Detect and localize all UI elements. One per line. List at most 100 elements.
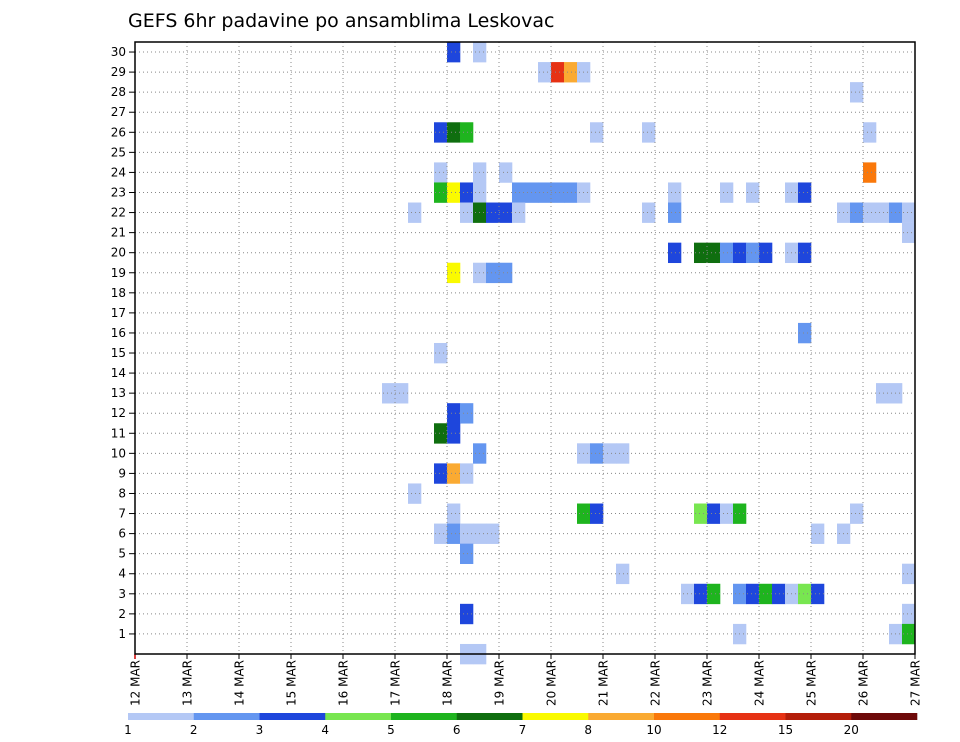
- colorbar-swatch: [193, 713, 260, 720]
- heatmap-cell: [863, 202, 877, 223]
- colorbar-swatch: [456, 713, 523, 720]
- heatmap-cell: [499, 162, 513, 183]
- y-tick-label: 23: [111, 185, 126, 199]
- x-tick-label: 26 MAR: [857, 660, 871, 706]
- y-tick-label: 12: [111, 406, 126, 420]
- y-tick-label: 1: [118, 627, 126, 641]
- colorbar-swatch: [588, 713, 655, 720]
- heatmap-cell: [720, 242, 734, 264]
- y-tick-label: 15: [111, 346, 126, 360]
- heatmap-cell: [707, 583, 721, 605]
- heatmap-cell: [798, 242, 812, 264]
- x-tick-label: 14 MAR: [233, 660, 247, 706]
- heatmap-cell: [850, 82, 864, 103]
- y-tick-label: 4: [118, 567, 126, 581]
- y-tick-label: 3: [118, 587, 126, 601]
- heatmap-cell: [499, 262, 513, 284]
- colorbar-label: 8: [584, 723, 592, 737]
- heatmap-cell: [902, 202, 916, 223]
- y-tick-label: 30: [111, 45, 126, 59]
- heatmap-cell: [876, 202, 890, 223]
- heatmap-cell: [447, 463, 461, 484]
- heatmap-cell: [668, 202, 682, 223]
- colorbar-label: 10: [646, 723, 661, 737]
- colorbar-label: 3: [256, 723, 264, 737]
- chart-title: GEFS 6hr padavine po ansamblima Leskovac: [128, 10, 555, 32]
- colorbar-swatch: [522, 713, 589, 720]
- x-tick-label: 19 MAR: [493, 660, 507, 706]
- colorbar-label: 6: [453, 723, 461, 737]
- y-tick-label: 22: [111, 206, 126, 220]
- heatmap-cell: [447, 122, 461, 143]
- heatmap-cell: [486, 523, 500, 544]
- heatmap-cell: [668, 182, 682, 203]
- heatmap-cell: [863, 122, 877, 143]
- cells-layer: [382, 42, 916, 665]
- colorbar-swatch: [654, 713, 721, 720]
- colorbar: 1 2 3 4 5 6 7 8 10 12 15 20: [124, 713, 918, 737]
- heatmap-cell: [759, 583, 773, 605]
- plot-frame: [134, 41, 916, 655]
- y-tick-label: 24: [111, 165, 126, 179]
- x-tick-label: 23 MAR: [701, 660, 715, 706]
- heatmap-cell: [447, 423, 461, 444]
- y-tick-label: 11: [111, 426, 126, 440]
- heatmap-cell: [590, 503, 604, 524]
- heatmap-cell: [616, 563, 630, 585]
- heatmap-cell: [759, 242, 773, 264]
- heatmap-cell: [902, 563, 916, 585]
- x-tick-label: 18 MAR: [441, 660, 455, 706]
- heatmap-cell: [772, 583, 786, 605]
- heatmap-cell: [499, 202, 513, 223]
- heatmap-cell: [564, 182, 578, 203]
- colorbar-swatch: [785, 713, 852, 720]
- heatmap-cell: [447, 503, 461, 524]
- heatmap-cell: [850, 503, 864, 524]
- heatmap-cell: [707, 503, 721, 524]
- heatmap-cell: [538, 182, 552, 203]
- x-tick-label: 20 MAR: [545, 660, 559, 706]
- heatmap-cell: [460, 523, 474, 544]
- heatmap-cell: [876, 383, 890, 404]
- y-tick-label: 19: [111, 266, 126, 280]
- x-tick-label: 22 MAR: [649, 660, 663, 706]
- heatmap-cell: [460, 463, 474, 484]
- y-tick-label: 7: [118, 507, 126, 521]
- heatmap-cell: [460, 122, 474, 143]
- heatmap-cell: [486, 262, 500, 284]
- heatmap-cell: [902, 623, 916, 645]
- heatmap-cell: [434, 463, 448, 484]
- grid-layer: [135, 42, 915, 654]
- heatmap-cell: [902, 603, 916, 625]
- heatmap-cell: [720, 182, 734, 203]
- colorbar-swatch: [325, 713, 392, 720]
- heatmap-cell: [707, 242, 721, 264]
- heatmap-cell: [590, 443, 604, 464]
- heatmap-cell: [460, 202, 474, 223]
- heatmap-cell: [668, 242, 682, 264]
- y-tick-label: 27: [111, 105, 126, 119]
- heatmap-cell: [616, 443, 630, 464]
- heatmap-cell: [811, 523, 825, 544]
- colorbar-label: 4: [321, 723, 329, 737]
- heatmap-cell: [746, 583, 760, 605]
- y-tick-label: 28: [111, 85, 126, 99]
- heatmap-cell: [395, 383, 409, 404]
- heatmap-cell: [408, 202, 422, 223]
- x-tick-label: 21 MAR: [597, 660, 611, 706]
- x-tick-label: 13 MAR: [181, 660, 195, 706]
- heatmap-cell: [720, 503, 734, 524]
- y-tick-label: 16: [111, 326, 126, 340]
- heatmap-cell: [694, 583, 708, 605]
- colorbar-swatch: [259, 713, 326, 720]
- colorbar-swatch: [128, 713, 195, 720]
- heatmap-cell: [746, 182, 760, 203]
- y-tick-label: 6: [118, 527, 126, 541]
- heatmap-cell: [447, 182, 461, 203]
- y-tick-label: 9: [118, 466, 126, 480]
- y-tick-label: 20: [111, 246, 126, 260]
- y-tick-label: 5: [118, 547, 126, 561]
- heatmap-cell: [382, 383, 396, 404]
- heatmap-cell: [798, 182, 812, 203]
